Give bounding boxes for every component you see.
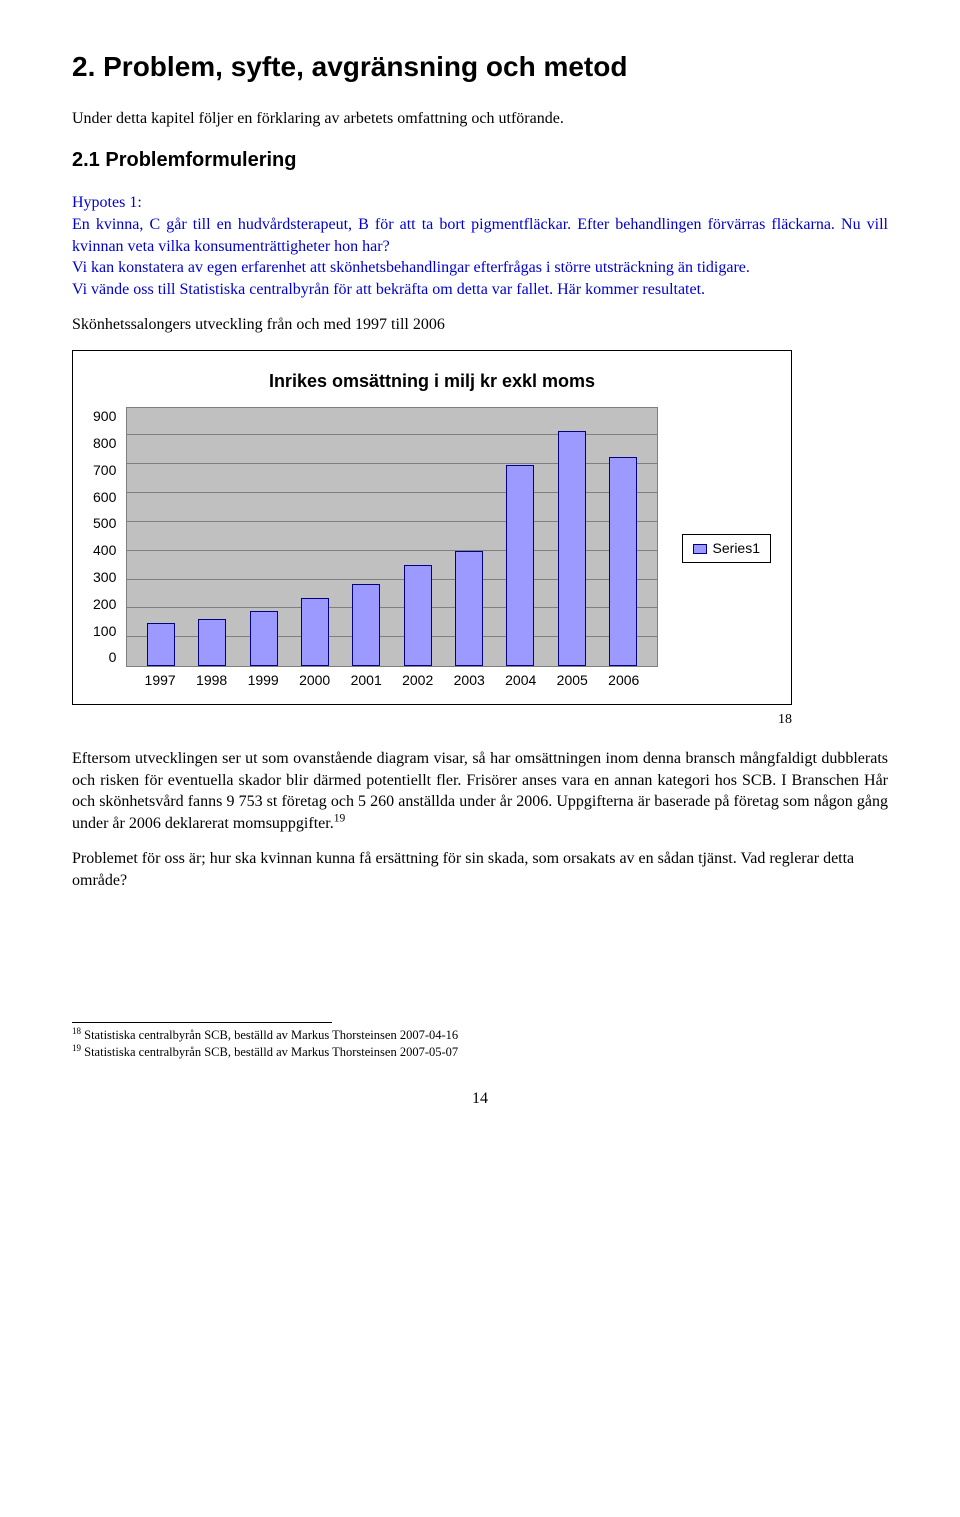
hypothesis-block: Hypotes 1: En kvinna, C går till en hudv…: [72, 192, 888, 300]
chart-y-tick: 200: [93, 595, 116, 614]
body-paragraph-1-text: Eftersom utvecklingen ser ut som ovanstå…: [72, 750, 888, 832]
footnote-18-num: 18: [72, 1025, 81, 1035]
hypothesis-line-3: Vi vände oss till Statistiska centralbyr…: [72, 279, 888, 301]
chart-x-tick: 2000: [289, 671, 341, 690]
chart-plot-area: [126, 407, 657, 667]
chart-x-tick: 1998: [186, 671, 238, 690]
chart-footnote-ref: 18: [72, 711, 792, 730]
heading-2: 2.1 Problemformulering: [72, 147, 888, 174]
chart-y-tick: 500: [93, 514, 116, 533]
footnote-19: 19 Statistiska centralbyrån SCB, beställ…: [72, 1044, 888, 1060]
chart-x-tick: 2004: [495, 671, 547, 690]
hypothesis-label: Hypotes 1:: [72, 192, 888, 214]
body-paragraph-1: Eftersom utvecklingen ser ut som ovanstå…: [72, 748, 888, 834]
chart-bar: [147, 623, 175, 666]
chart-x-tick: 2005: [546, 671, 598, 690]
chart-y-tick: 700: [93, 461, 116, 480]
footnote-ref-19: 19: [334, 812, 346, 824]
chart-plot-wrap: 900 800 700 600 500 400 300 200 100 0 19971998199…: [93, 407, 658, 690]
chart-x-tick: 2001: [340, 671, 392, 690]
chart-bar: [506, 465, 534, 666]
chart-y-tick: 800: [93, 434, 116, 453]
hypothesis-line-1: En kvinna, C går till en hudvårdsterapeu…: [72, 214, 888, 257]
chart-y-tick: 100: [93, 622, 116, 641]
chart-bar: [250, 611, 278, 666]
legend-swatch-icon: [693, 544, 707, 554]
chart-x-tick: 2002: [392, 671, 444, 690]
chart-x-tick: 2006: [598, 671, 650, 690]
chart-y-tick: 300: [93, 568, 116, 587]
intro-paragraph: Under detta kapitel följer en förklaring…: [72, 108, 888, 130]
chart-y-tick: 600: [93, 488, 116, 507]
chart-y-ticks: 900 800 700 600 500 400 300 200 100 0: [93, 407, 120, 667]
chart-bar: [455, 551, 483, 667]
footnote-19-text: Statistiska centralbyrån SCB, beställd a…: [84, 1045, 458, 1059]
chart-bar: [558, 431, 586, 666]
chart-x-tick: 2003: [443, 671, 495, 690]
chart-title: Inrikes omsättning i milj kr exkl moms: [93, 369, 771, 393]
chart-x-tick: 1997: [134, 671, 186, 690]
chart-legend: Series1: [682, 534, 771, 563]
chart-x-tick: 1999: [237, 671, 289, 690]
chart-bar: [198, 619, 226, 667]
chart-container: Inrikes omsättning i milj kr exkl moms 9…: [72, 350, 792, 705]
footnote-18-text: Statistiska centralbyrån SCB, beställd a…: [84, 1028, 458, 1042]
chart-x-ticks: 1997199819992000200120022003200420052006: [126, 667, 657, 690]
page-number: 14: [72, 1088, 888, 1110]
footnotes: 18 Statistiska centralbyrån SCB, beställ…: [72, 1027, 888, 1061]
chart-bar: [301, 598, 329, 666]
legend-label: Series1: [713, 539, 760, 558]
chart-bar: [609, 457, 637, 666]
chart-y-tick: 400: [93, 541, 116, 560]
chart-y-tick: 0: [93, 648, 116, 667]
footnote-19-num: 19: [72, 1043, 81, 1053]
body-paragraph-2: Problemet för oss är; hur ska kvinnan ku…: [72, 848, 888, 891]
chart-section-title: Skönhetssalongers utveckling från och me…: [72, 314, 888, 336]
chart-y-tick: 900: [93, 407, 116, 426]
chart-bar: [352, 584, 380, 666]
heading-1: 2. Problem, syfte, avgränsning och metod: [72, 48, 888, 86]
footnote-18: 18 Statistiska centralbyrån SCB, beställ…: [72, 1027, 888, 1043]
chart-bar: [404, 565, 432, 666]
hypothesis-line-2: Vi kan konstatera av egen erfarenhet att…: [72, 257, 888, 279]
